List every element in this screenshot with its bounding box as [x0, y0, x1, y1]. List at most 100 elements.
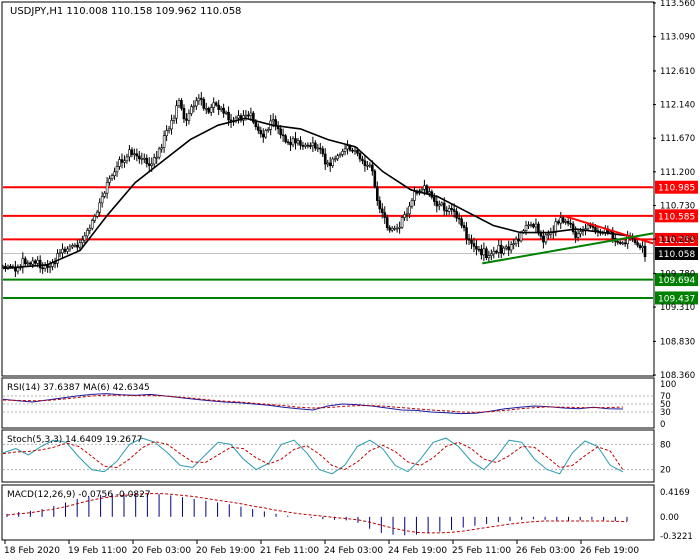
candle-body	[621, 242, 625, 245]
time-tick-label: 20 Feb 03:00	[132, 546, 191, 556]
candle-body	[115, 166, 119, 173]
candle-body	[475, 245, 478, 250]
moving-average-line	[2, 117, 648, 270]
candle-body	[209, 107, 213, 113]
candle-body	[237, 115, 240, 119]
candle-body	[279, 128, 282, 136]
rsi-panel-frame	[1, 377, 655, 429]
candle-body	[160, 147, 163, 150]
time-tick-label: 19 Feb 11:00	[68, 546, 127, 556]
horizontal-level-tag-bg	[655, 291, 698, 305]
price-tick-label: 109.310	[660, 303, 695, 313]
candle-body	[390, 227, 394, 231]
candle-body	[145, 157, 149, 165]
candle-body	[559, 217, 563, 224]
candle-body	[328, 162, 332, 167]
current-price-tag: 110.058	[658, 250, 695, 260]
candle-body	[31, 260, 35, 265]
candle-body	[388, 227, 391, 231]
candle-body	[68, 246, 72, 250]
candle-body	[254, 121, 258, 128]
candle-body	[83, 235, 87, 241]
candle-body	[38, 259, 42, 269]
candle-body	[266, 129, 270, 131]
candle-body	[405, 213, 409, 216]
candle-body	[351, 149, 354, 152]
candle-body	[366, 164, 369, 167]
price-tick-label: 112.140	[660, 101, 695, 111]
candle-body	[125, 156, 129, 162]
candle-body	[257, 126, 260, 131]
candle-body	[142, 157, 146, 160]
candle-body	[152, 157, 156, 165]
price-tick-label: 113.090	[660, 33, 695, 43]
candle-body	[519, 231, 523, 242]
candle-body	[304, 144, 307, 147]
candle-body	[532, 224, 535, 228]
candle-body	[643, 245, 647, 258]
candle-body	[244, 114, 248, 117]
candle-body	[33, 260, 37, 264]
candle-body	[385, 217, 389, 228]
macd-title: MACD(12,26,9) -0.0756 -0.0827	[7, 490, 151, 500]
candle-body	[403, 214, 406, 218]
macd-signal-line	[6, 493, 628, 534]
candle-body	[591, 225, 595, 228]
candle-body	[61, 248, 64, 254]
candle-body	[542, 235, 545, 243]
candle-body	[48, 266, 52, 268]
rsi-series-line	[2, 394, 624, 413]
time-tick-label: 24 Feb 03:00	[324, 546, 383, 556]
candle-body	[338, 154, 342, 157]
candle-body	[393, 227, 396, 230]
candle-body	[214, 102, 218, 106]
candle-body	[177, 100, 181, 107]
candle-body	[286, 141, 290, 144]
candle-body	[130, 149, 134, 156]
candle-body	[574, 231, 577, 238]
price-tick-label: 108.830	[660, 337, 695, 347]
candle-body	[58, 252, 62, 255]
candle-body	[249, 112, 253, 116]
candle-body	[118, 159, 121, 167]
candle-body	[100, 195, 104, 204]
candle-body	[470, 239, 473, 244]
candle-body	[373, 170, 377, 187]
time-tick-label: 21 Feb 11:00	[260, 546, 319, 556]
stoch-chart-layer	[2, 437, 653, 475]
axis-layer: 110.985 110.585 110.255 109.694 109.437 113.5…	[4, 0, 698, 556]
candle-body	[180, 100, 183, 109]
candle-body	[90, 220, 94, 229]
candle-body	[289, 142, 292, 146]
candle-body	[187, 113, 191, 121]
stoch-panel-frame	[1, 429, 655, 483]
horizontal-level-tag: 110.255	[658, 236, 695, 246]
candle-body	[462, 225, 466, 228]
candle-body	[368, 164, 372, 167]
candle-body	[423, 185, 426, 190]
candle-body	[271, 119, 275, 122]
candle-body	[204, 108, 208, 110]
time-tick-label: 20 Feb 19:00	[196, 546, 255, 556]
trendline	[482, 232, 654, 265]
price-tick-label: 111.670	[660, 134, 695, 144]
candle-body	[63, 248, 67, 252]
macd-tick-label: 0.00	[660, 513, 679, 523]
candle-body	[316, 147, 320, 150]
candle-body	[309, 145, 312, 147]
candle-body	[346, 145, 349, 150]
horizontal-level-tag-bg	[655, 232, 698, 246]
candle-body	[380, 208, 384, 213]
candle-body	[314, 142, 317, 149]
time-tick-label: 26 Feb 19:00	[580, 546, 639, 556]
candle-body	[28, 262, 32, 265]
candle-body	[465, 227, 468, 240]
candle-body	[88, 227, 92, 231]
macd-tick-label: -0.3221	[660, 532, 693, 542]
horizontal-level-tag: 109.437	[658, 294, 695, 304]
price-tick-label: 113.560	[660, 0, 695, 9]
candle-body	[450, 208, 453, 210]
candle-body	[433, 196, 436, 202]
candle-body	[556, 221, 560, 224]
